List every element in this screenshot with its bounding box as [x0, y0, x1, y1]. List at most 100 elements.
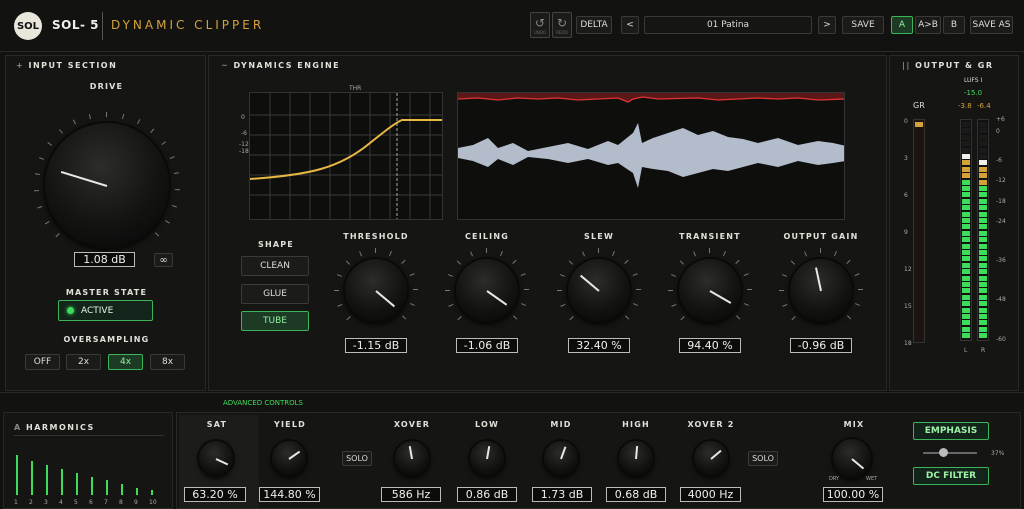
ab-a-button[interactable]: A: [891, 16, 913, 34]
meter-segment: [962, 288, 970, 294]
solo-button-2[interactable]: SOLO: [748, 451, 778, 466]
gr-scale-tick: 18: [904, 340, 912, 347]
meter-segment: [979, 288, 987, 294]
curve-scale-0: 0: [241, 114, 245, 121]
harmonic-bar: [16, 455, 18, 495]
slew-knob[interactable]: [557, 248, 641, 321]
mix-knob-indicator: [851, 458, 865, 470]
mix-dry-label: DRY: [829, 476, 840, 482]
harmonic-number: 3: [44, 499, 48, 506]
meter-icon: ||: [902, 61, 911, 70]
ceiling-value[interactable]: -1.06 dB: [456, 338, 518, 353]
knob-tick: [782, 304, 788, 307]
mid-knob[interactable]: [544, 441, 578, 475]
link-icon[interactable]: ∞: [154, 253, 173, 267]
sat-knob[interactable]: [199, 441, 233, 475]
dc-filter-button[interactable]: DC FILTER: [913, 467, 989, 485]
xover2-value[interactable]: 4000 Hz: [680, 487, 741, 502]
meter-segment: [979, 173, 987, 179]
solo-button-1[interactable]: SOLO: [342, 451, 372, 466]
oversampling-4x[interactable]: 4x: [108, 354, 143, 370]
knob-tick: [402, 315, 407, 320]
xover-knob[interactable]: [395, 441, 429, 475]
oversampling-8x[interactable]: 8x: [150, 354, 185, 370]
harmonic-number: 8: [119, 499, 123, 506]
output-gain-value[interactable]: -0.96 dB: [790, 338, 852, 353]
xover-value[interactable]: 586 Hz: [381, 487, 441, 502]
emphasis-button[interactable]: EMPHASIS: [913, 422, 989, 440]
knob-tick: [735, 259, 740, 264]
meter-segment: [962, 134, 970, 140]
knob-tick: [171, 205, 177, 208]
knob-tick: [345, 260, 350, 265]
meter-segment: [962, 186, 970, 191]
preset-selector[interactable]: 01 Patina: [644, 16, 812, 34]
threshold-knob[interactable]: [334, 248, 418, 321]
oversampling-off[interactable]: OFF: [25, 354, 60, 370]
transient-value[interactable]: 94.40 %: [679, 338, 741, 353]
knob-tick: [55, 233, 60, 238]
low-knob[interactable]: [470, 441, 504, 475]
transient-knob[interactable]: [668, 248, 752, 321]
low-knob-indicator: [486, 446, 491, 460]
xover2-knob[interactable]: [694, 441, 728, 475]
xover2-knob-indicator: [710, 449, 722, 460]
redo-button[interactable]: ↻ REDO: [552, 12, 572, 38]
knob-tick: [500, 250, 504, 256]
meter-segment: [962, 275, 970, 281]
save-as-button[interactable]: SAVE AS: [970, 16, 1013, 34]
meter-segment: [962, 237, 970, 243]
undo-button[interactable]: ↺ UNDO: [530, 12, 550, 38]
sat-value[interactable]: 63.20 %: [184, 487, 246, 502]
output-gr-title: || OUTPUT & GR: [902, 61, 994, 70]
knob-tick: [513, 315, 518, 320]
threshold-value[interactable]: -1.15 dB: [345, 338, 407, 353]
knob-tick: [121, 113, 125, 119]
save-button[interactable]: SAVE: [842, 16, 884, 34]
harmonics-panel: A HARMONICS 1 2 3 4 5 6 7 8 9 10: [3, 412, 173, 509]
knob-tick: [520, 272, 526, 276]
meter-segment: [962, 179, 970, 185]
yield-knob[interactable]: [272, 441, 306, 475]
ceiling-knob[interactable]: [445, 248, 529, 321]
harmonic-number: 10: [149, 499, 157, 506]
drive-label: DRIVE: [89, 82, 124, 91]
meter-segment: [979, 122, 987, 127]
delta-button[interactable]: DELTA: [576, 16, 612, 34]
drive-knob[interactable]: [34, 112, 180, 247]
mix-value[interactable]: 100.00 %: [823, 487, 883, 502]
meter-segment: [962, 250, 970, 255]
high-value[interactable]: 0.68 dB: [606, 487, 666, 502]
knob-tick: [34, 190, 40, 192]
oversampling-2x[interactable]: 2x: [66, 354, 101, 370]
output-gain-knob[interactable]: [779, 248, 863, 321]
emphasis-amount: 37%: [991, 450, 1005, 457]
emphasis-slider[interactable]: [923, 452, 977, 454]
advanced-controls-toggle[interactable]: ADVANCED CONTROLS: [223, 399, 303, 407]
xover-knob-indicator: [408, 446, 413, 460]
shape-clean-button[interactable]: CLEAN: [241, 256, 309, 276]
knob-tick: [791, 316, 796, 321]
slew-value[interactable]: 32.40 %: [568, 338, 630, 353]
low-value[interactable]: 0.86 dB: [457, 487, 517, 502]
meter-segment: [962, 173, 970, 179]
mid-value[interactable]: 1.73 dB: [532, 487, 592, 502]
prev-preset-button[interactable]: <: [621, 16, 639, 34]
meter-segment: [979, 294, 987, 300]
next-preset-button[interactable]: >: [818, 16, 836, 34]
emphasis-slider-thumb[interactable]: [938, 448, 948, 457]
harmonic-bar: [121, 484, 123, 495]
meter-segment: [962, 326, 970, 332]
copy-a-to-b-button[interactable]: A>B: [915, 16, 941, 34]
drive-value[interactable]: 1.08 dB: [74, 252, 135, 267]
threshold-knob-indicator: [375, 290, 396, 308]
shape-tube-button[interactable]: TUBE: [241, 311, 309, 331]
shape-glue-button[interactable]: GLUE: [241, 284, 309, 304]
master-state-toggle[interactable]: ACTIVE: [58, 300, 153, 321]
mix-knob[interactable]: [833, 439, 871, 477]
ab-b-button[interactable]: B: [943, 16, 965, 34]
yield-value[interactable]: 144.80 %: [259, 487, 320, 502]
meter-segment: [979, 134, 987, 140]
knob-tick: [854, 272, 860, 276]
high-knob[interactable]: [619, 441, 653, 475]
